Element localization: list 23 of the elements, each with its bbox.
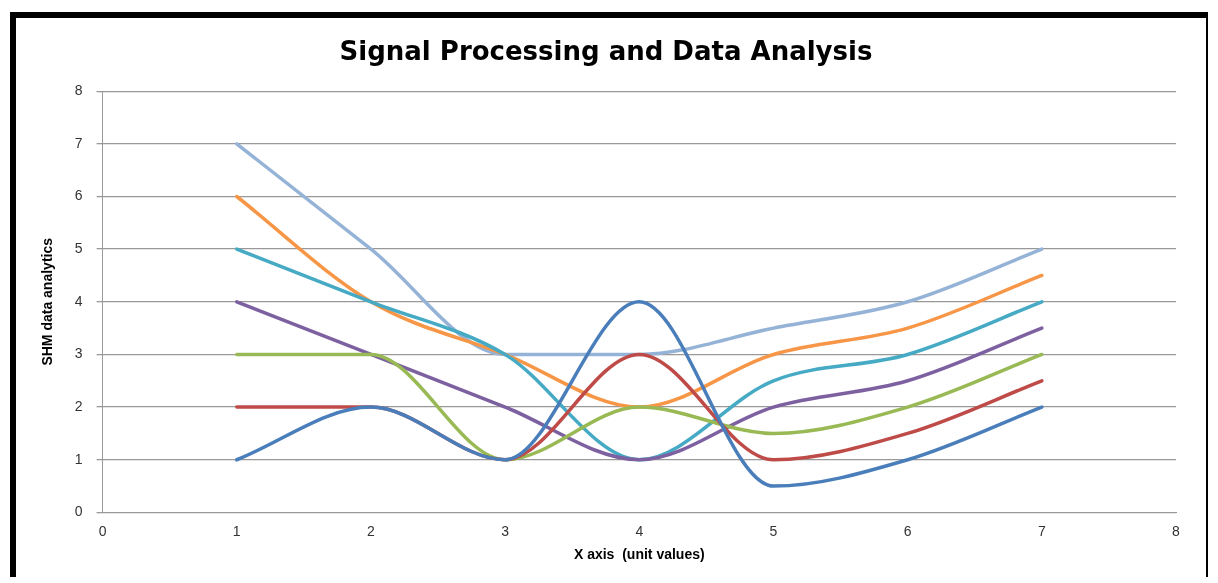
y-tick-label: 1 bbox=[74, 450, 83, 467]
x-tick-label: 6 bbox=[903, 522, 912, 539]
y-tick-label: 6 bbox=[74, 187, 83, 204]
chart-title: Signal Processing and Data Analysis bbox=[339, 36, 873, 67]
y-axis-title: SHM data analytics bbox=[39, 237, 56, 366]
x-tick-label: 0 bbox=[98, 522, 107, 539]
y-tick-label: 2 bbox=[74, 397, 83, 414]
y-tick-label: 3 bbox=[74, 345, 83, 362]
x-tick-label: 2 bbox=[367, 522, 376, 539]
y-tick-label: 5 bbox=[74, 240, 83, 257]
y-tick-label: 0 bbox=[74, 503, 83, 520]
x-axis-title: X axis (unit values) bbox=[573, 546, 705, 563]
line-series bbox=[235, 352, 1044, 462]
x-tick-label: 1 bbox=[232, 522, 241, 539]
x-tick-label: 7 bbox=[1037, 522, 1046, 539]
y-tick-label: 4 bbox=[74, 292, 83, 309]
y-tick-label: 8 bbox=[74, 82, 83, 99]
x-tick-label: 3 bbox=[501, 522, 510, 539]
x-tick-label: 8 bbox=[1172, 522, 1181, 539]
y-tick-label: 7 bbox=[74, 134, 83, 151]
x-tick-label: 5 bbox=[769, 522, 778, 539]
line-series bbox=[235, 142, 1044, 357]
x-tick-label: 4 bbox=[635, 522, 644, 539]
